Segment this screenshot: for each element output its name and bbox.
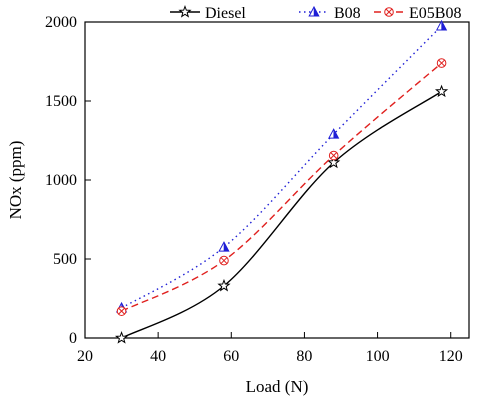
x-axis-label: Load (N)	[246, 377, 309, 396]
data-point	[116, 306, 127, 316]
marker-cross	[438, 59, 445, 67]
marker-fill	[223, 242, 230, 252]
y-tick-label: 1000	[45, 172, 77, 189]
legend-marker	[308, 5, 320, 17]
y-axis-label: NOx (ppm)	[6, 141, 25, 220]
legend-label: B08	[334, 5, 361, 22]
axes: 20 40 60 80 100 120 0 500 1000 1500 2000	[45, 14, 463, 365]
data-point	[217, 278, 231, 292]
data-point	[434, 84, 449, 98]
x-tick-label: 60	[223, 348, 239, 365]
marker-fill	[441, 20, 447, 31]
legend-item-e05b08: E05B08	[374, 5, 461, 22]
legend-label: E05B08	[409, 5, 461, 22]
series-line	[121, 90, 442, 339]
data-point	[435, 19, 448, 31]
data-point	[114, 331, 129, 344]
data-point	[218, 241, 230, 252]
x-tick-label: 40	[150, 348, 166, 365]
series-line	[121, 25, 443, 309]
legend-item-b08: B08	[299, 5, 361, 22]
marker-fill	[333, 129, 339, 139]
legend-marker	[384, 7, 394, 17]
series-b08	[115, 19, 448, 313]
plot-area	[84, 21, 470, 339]
marker-cross	[385, 8, 393, 16]
legend-label: Diesel	[205, 5, 246, 22]
series-diesel	[114, 84, 449, 344]
marker-cross	[330, 152, 338, 159]
data-point	[328, 128, 340, 139]
y-tick-label: 2000	[45, 14, 77, 31]
series-layer	[114, 19, 449, 344]
marker-cross	[118, 307, 125, 315]
legend: Diesel B08 E05B08	[170, 5, 461, 22]
x-tick-label: 20	[77, 348, 93, 365]
marker-cross	[220, 257, 228, 264]
marker-fill	[313, 6, 320, 17]
data-point	[327, 155, 341, 169]
x-tick-label: 120	[439, 348, 463, 365]
data-point	[328, 150, 339, 161]
y-tick-label: 0	[69, 330, 77, 347]
x-tick-label: 100	[366, 348, 390, 365]
x-tick-label: 80	[296, 348, 312, 365]
data-point	[219, 255, 229, 266]
series-e05b08	[116, 58, 447, 316]
legend-item-diesel: Diesel	[170, 5, 246, 22]
series-line	[121, 62, 443, 312]
y-tick-label: 500	[53, 251, 77, 268]
data-point	[436, 58, 447, 68]
y-tick-label: 1500	[45, 93, 77, 110]
legend-marker	[178, 5, 192, 18]
